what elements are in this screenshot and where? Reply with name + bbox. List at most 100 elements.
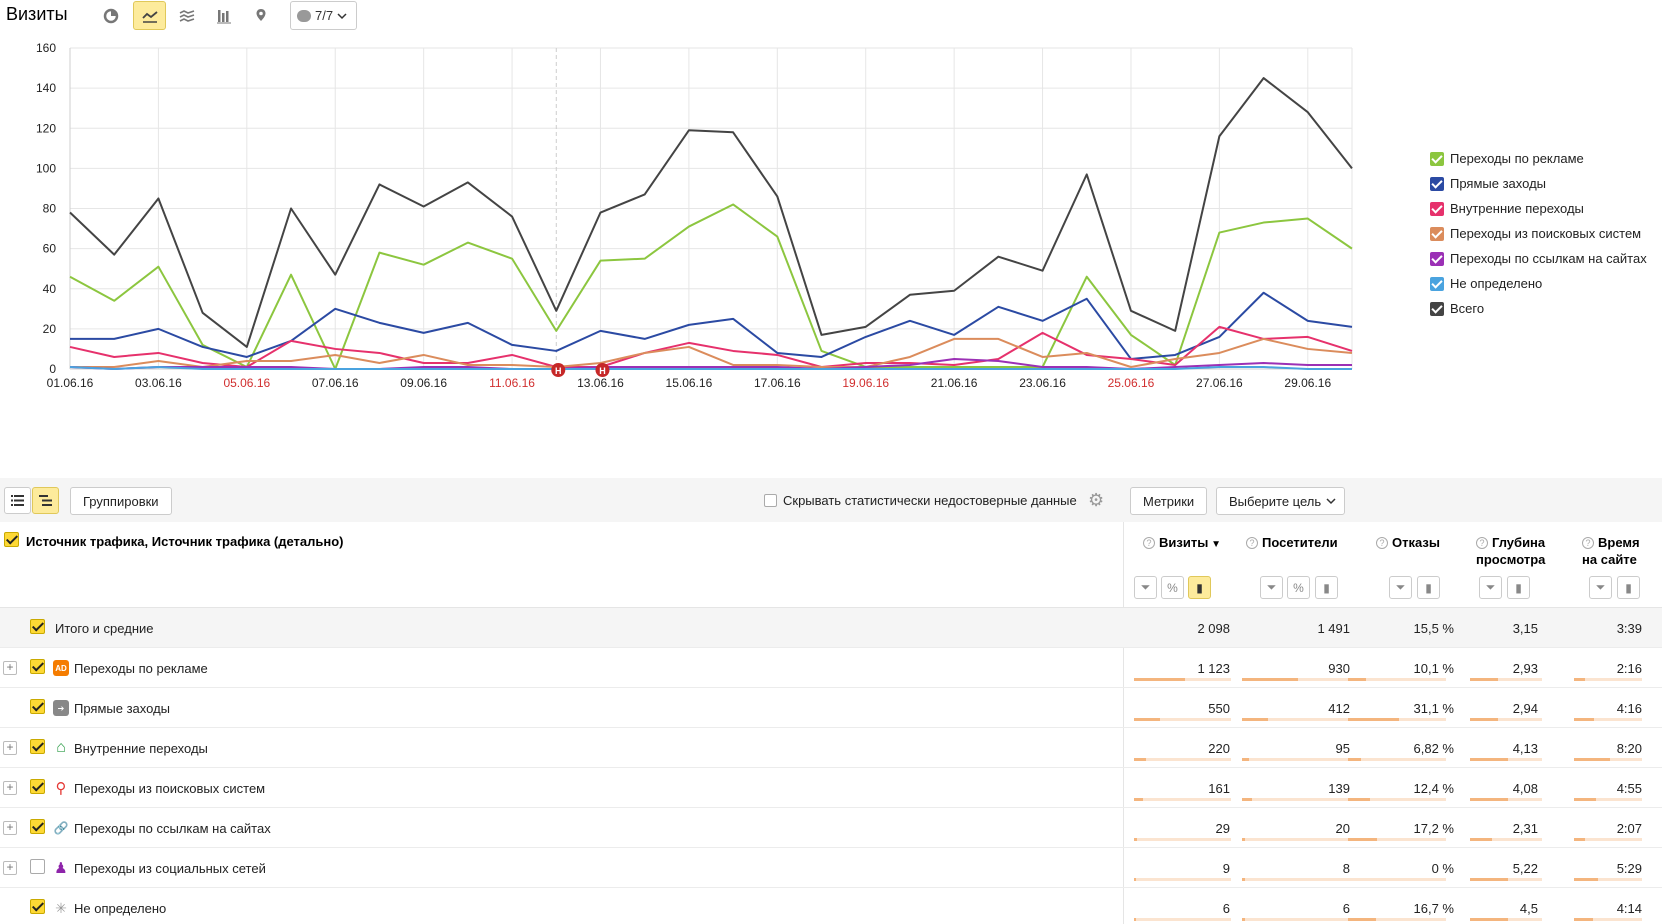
share-bar-fill [1134, 838, 1137, 841]
cell-value: 1 491 [1317, 621, 1350, 636]
percent-button[interactable]: % [1161, 576, 1184, 599]
share-bar-fill [1134, 918, 1136, 921]
help-icon[interactable]: ? [1246, 537, 1258, 549]
cell-value: 95 [1335, 741, 1350, 756]
bar-chart-button[interactable]: ▮ [1188, 576, 1211, 599]
share-bar [1134, 798, 1231, 801]
legend-checkbox[interactable] [1430, 276, 1444, 291]
arrow-right-icon: ➔ [53, 700, 69, 716]
metrics-button[interactable]: Метрики [1130, 487, 1208, 515]
gear-icon[interactable]: ⚙ [1088, 490, 1105, 510]
filter-button[interactable]: ⏷ [1479, 576, 1502, 599]
row-checkbox[interactable] [30, 699, 45, 714]
percent-button[interactable]: % [1287, 576, 1310, 599]
expand-button[interactable]: + [3, 821, 17, 835]
column-header[interactable]: ? Время на сайте [1582, 534, 1640, 568]
area-chart-button[interactable] [170, 1, 203, 30]
filter-button[interactable]: ⏷ [1260, 576, 1283, 599]
share-bar-fill [1242, 918, 1245, 921]
x-tick-label: 09.06.16 [400, 376, 447, 390]
expand-button[interactable]: + [3, 861, 17, 875]
hide-unreliable-label: Скрывать статистически недостоверные дан… [783, 493, 1077, 508]
help-icon[interactable]: ? [1143, 537, 1155, 549]
map-button[interactable] [244, 1, 277, 30]
x-tick-label: 29.06.16 [1284, 376, 1331, 390]
legend-label: Переходы по ссылкам на сайтах [1450, 251, 1647, 266]
share-bar [1470, 718, 1542, 721]
legend-checkbox[interactable] [1430, 201, 1444, 216]
table-row[interactable]: + ♟ Переходы из социальных сетей 9 8 0 % 5,22 5… [0, 848, 1662, 888]
bar-chart-button[interactable]: ▮ [1617, 576, 1640, 599]
filter-button[interactable]: ⏷ [1389, 576, 1412, 599]
legend-item[interactable]: Всего [1430, 296, 1647, 321]
legend-item[interactable]: Прямые заходы [1430, 171, 1647, 196]
row-checkbox[interactable] [30, 739, 45, 754]
table-row[interactable]: ➔ Прямые заходы 550 412 31,1 % 2,94 4:16 [0, 688, 1662, 728]
cell-value: 2 098 [1197, 621, 1230, 636]
help-icon[interactable]: ? [1582, 537, 1594, 549]
line-chart-button[interactable] [133, 1, 166, 30]
table-row[interactable]: + ⌂ Внутренние переходы 220 95 6,82 % 4,13 8:20 [0, 728, 1662, 768]
column-header[interactable]: ? Визиты ▼ [1143, 534, 1221, 553]
legend-label: Внутренние переходы [1450, 201, 1584, 216]
help-icon[interactable]: ? [1476, 537, 1488, 549]
cell-value: 161 [1208, 781, 1230, 796]
table-row[interactable]: + ⚲ Переходы из поисковых систем 161 139 12,4… [0, 768, 1662, 808]
legend-item[interactable]: Не определено [1430, 271, 1647, 296]
tree-view-button[interactable] [32, 487, 59, 514]
bar-chart-button[interactable] [207, 1, 240, 30]
column-header[interactable]: ? Отказы [1376, 534, 1440, 551]
list-view-button[interactable] [4, 487, 31, 514]
row-label: Итого и средние [55, 621, 154, 636]
bar-chart-button[interactable]: ▮ [1315, 576, 1338, 599]
row-label: Переходы из социальных сетей [74, 861, 266, 876]
legend-item[interactable]: Переходы по рекламе [1430, 146, 1647, 171]
goal-select[interactable]: Выберите цель [1216, 487, 1346, 515]
legend-item[interactable]: Переходы по ссылкам на сайтах [1430, 246, 1647, 271]
row-checkbox[interactable] [30, 619, 45, 634]
bar-chart-button[interactable]: ▮ [1507, 576, 1530, 599]
expand-button[interactable]: + [3, 741, 17, 755]
expand-button[interactable]: + [3, 661, 17, 675]
share-bar-fill [1348, 918, 1376, 921]
legend-checkbox[interactable] [1430, 176, 1444, 191]
y-tick-label: 20 [43, 322, 57, 336]
total-row[interactable]: Итого и средние 2 098 1 491 15,5 % 3,15 3:39 [0, 608, 1662, 648]
bar-chart-button[interactable]: ▮ [1417, 576, 1440, 599]
table-row[interactable]: + AD Переходы по рекламе 1 123 930 10,1 % 2,93… [0, 648, 1662, 688]
table-row[interactable]: + 🔗 Переходы по ссылкам на сайтах 29 20 17,2 … [0, 808, 1662, 848]
row-checkbox[interactable] [30, 859, 45, 874]
filter-button[interactable]: ⏷ [1134, 576, 1157, 599]
pie-chart-button[interactable] [94, 1, 127, 30]
column-header[interactable]: ? Посетители [1246, 534, 1338, 551]
legend-checkbox[interactable] [1430, 301, 1444, 316]
share-bar-fill [1348, 758, 1361, 761]
column-header[interactable]: ? Глубина просмотра [1476, 534, 1545, 568]
filter-button[interactable]: ⏷ [1589, 576, 1612, 599]
help-icon[interactable]: ? [1376, 537, 1388, 549]
select-all-checkbox[interactable] [4, 532, 19, 547]
hide-unreliable-checkbox[interactable] [764, 494, 777, 507]
report-toolbar: Визиты 7/7 [0, 0, 1662, 30]
x-tick-label: 13.06.16 [577, 376, 624, 390]
legend-item[interactable]: Внутренние переходы [1430, 196, 1647, 221]
legend-item[interactable]: Переходы из поисковых систем [1430, 221, 1647, 246]
expand-button[interactable]: + [3, 781, 17, 795]
legend-checkbox[interactable] [1430, 226, 1444, 241]
legend-checkbox[interactable] [1430, 251, 1444, 266]
bar-chart-icon: ▮ [1425, 580, 1432, 595]
notes-dropdown[interactable]: 7/7 [290, 1, 357, 30]
share-bar-fill [1134, 878, 1136, 881]
row-checkbox[interactable] [30, 899, 45, 914]
table-row[interactable]: ✳ Не определено 6 6 16,7 % 4,5 4:14 [0, 888, 1662, 924]
legend-checkbox[interactable] [1430, 151, 1444, 166]
row-checkbox[interactable] [30, 819, 45, 834]
row-checkbox[interactable] [30, 779, 45, 794]
cell-value: 31,1 % [1413, 701, 1454, 716]
row-checkbox[interactable] [30, 659, 45, 674]
groupings-button[interactable]: Группировки [70, 487, 172, 515]
report-table: Источник трафика, Источник трафика (дета… [0, 522, 1662, 924]
share-bar-fill [1348, 718, 1399, 721]
x-tick-label: 21.06.16 [931, 376, 978, 390]
legend-label: Переходы по рекламе [1450, 151, 1584, 166]
